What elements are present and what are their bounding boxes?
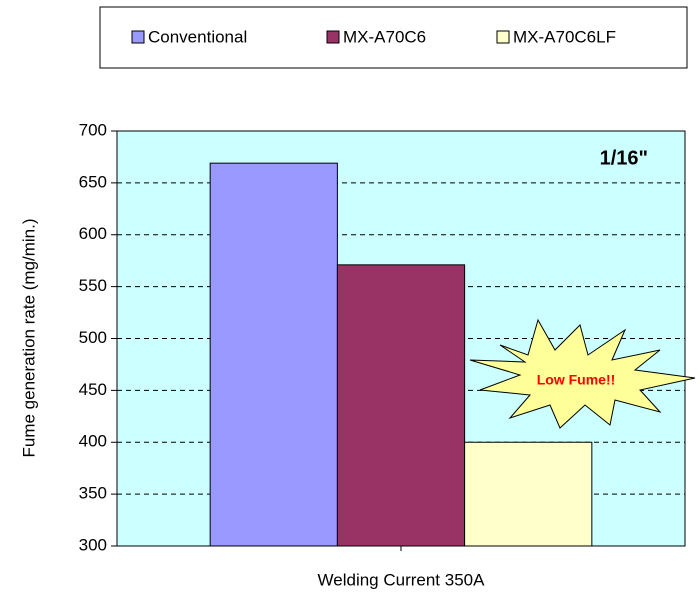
legend-label: MX-A70C6LF <box>513 27 616 46</box>
bar <box>209 162 338 547</box>
bar <box>336 264 466 547</box>
annotation: Low Fume!! <box>537 372 616 388</box>
legend-label: MX-A70C6 <box>343 27 426 46</box>
legend-label: Conventional <box>148 27 247 46</box>
legend-swatch <box>496 30 510 44</box>
x-axis-label: Welding Current 350A <box>318 570 486 589</box>
legend-swatch <box>131 30 145 44</box>
legend-box <box>99 6 688 69</box>
annotation: 1/16" <box>600 147 648 169</box>
y-tick-label: 400 <box>79 432 107 451</box>
y-tick-label: 350 <box>79 484 107 503</box>
marks: 300 350 400 450 500 550 600 650 700 Welding Curre… <box>79 27 685 589</box>
y-tick-label: 700 <box>79 120 107 139</box>
y-tick-label: 600 <box>79 224 107 243</box>
y-axis-label: Fume generation rate (mg/min.) <box>19 218 38 457</box>
starburst <box>469 318 696 429</box>
y-tick-label: 500 <box>79 328 107 347</box>
bar <box>464 441 593 547</box>
legend-swatch <box>326 30 340 44</box>
y-tick-label: 550 <box>79 276 107 295</box>
y-tick-label: 450 <box>79 380 107 399</box>
y-tick-label: 650 <box>79 172 107 191</box>
y-tick-label: 300 <box>79 535 107 554</box>
